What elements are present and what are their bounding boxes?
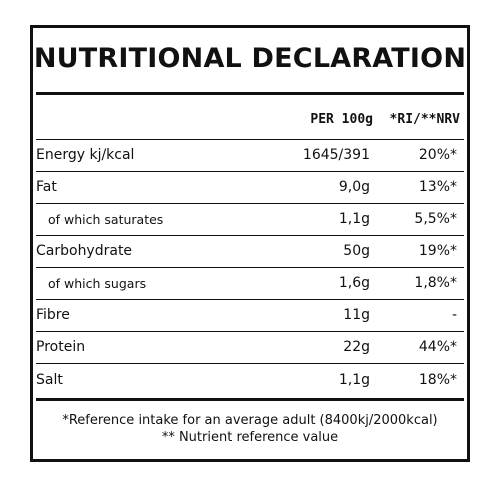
per-100g-value: 11g [343,307,370,323]
ri-nrv-value: 18%* [418,372,457,388]
table-row: of which sugars 1,6g 1,8%* [36,268,464,300]
column-header-ri-nrv: *RI/**NRV [389,112,460,127]
nutrient-label: of which saturates [48,212,164,227]
panel-title: NUTRITIONAL DECLARATION [33,43,467,74]
table-row: Energy kj/kcal 1645/391 20%* [36,140,464,172]
nutrition-panel: NUTRITIONAL DECLARATION PER 100g *RI/**N… [30,25,470,462]
per-100g-value: 9,0g [338,179,370,195]
ri-nrv-value: 1,8%* [414,275,457,291]
table-row: Salt 1,1g 18%* [36,364,464,396]
nutrient-label: Salt [36,372,63,388]
nutrient-table: Energy kj/kcal 1645/391 20%* Fat 9,0g 13%* of … [36,140,464,396]
nutrient-label: Carbohydrate [36,243,133,259]
ri-nrv-value: 44%* [418,339,457,355]
table-row: Fibre 11g - [36,300,464,332]
nutrient-label: of which sugars [48,276,147,291]
per-100g-value: 1,1g [338,211,370,227]
ri-nrv-value: 13%* [418,179,457,195]
footnote-nrv: ** Nutrient reference value [161,430,339,445]
nutrient-label: Fibre [36,307,70,323]
table-row: of which saturates 1,1g 5,5%* [36,204,464,236]
ri-nrv-value: - [451,307,457,323]
ri-nrv-value: 19%* [418,243,457,259]
nutrient-label: Protein [36,339,86,355]
column-header-per-100g: PER 100g [310,112,373,127]
nutrient-label: Energy kj/kcal [36,147,135,163]
per-100g-value: 1,1g [338,372,370,388]
footnote-reference-intake: *Reference intake for an average adult (… [62,413,438,428]
header-divider [36,139,464,140]
footer-divider [36,398,464,401]
ri-nrv-value: 5,5%* [414,211,457,227]
nutrient-label: Fat [36,179,57,195]
title-divider [36,92,464,95]
ri-nrv-value: 20%* [418,147,457,163]
per-100g-value: 22g [343,339,370,355]
table-row: Protein 22g 44%* [36,332,464,364]
per-100g-value: 1645/391 [302,147,370,163]
per-100g-value: 50g [343,243,370,259]
table-row: Fat 9,0g 13%* [36,172,464,204]
per-100g-value: 1,6g [338,275,370,291]
table-row: Carbohydrate 50g 19%* [36,236,464,268]
